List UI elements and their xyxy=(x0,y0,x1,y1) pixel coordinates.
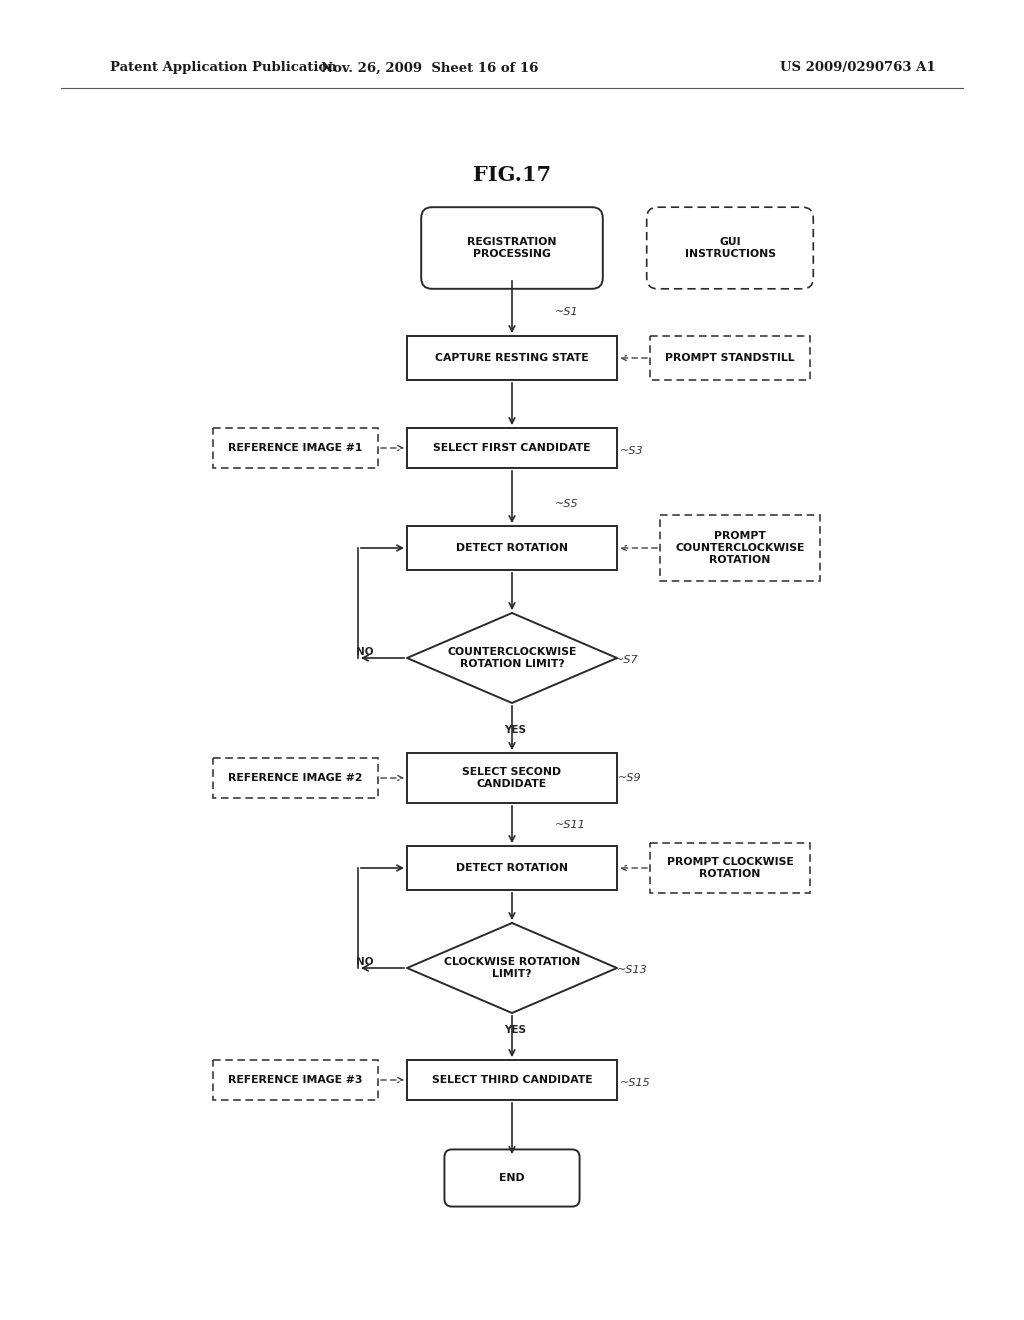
Text: SELECT SECOND
CANDIDATE: SELECT SECOND CANDIDATE xyxy=(463,767,561,789)
Text: ~S13: ~S13 xyxy=(617,965,648,975)
Text: CLOCKWISE ROTATION
LIMIT?: CLOCKWISE ROTATION LIMIT? xyxy=(443,957,581,979)
Text: ~S11: ~S11 xyxy=(555,820,586,830)
Bar xyxy=(407,752,617,803)
Bar xyxy=(213,1060,378,1100)
Text: ~S3: ~S3 xyxy=(620,446,644,455)
Text: COUNTERCLOCKWISE
ROTATION LIMIT?: COUNTERCLOCKWISE ROTATION LIMIT? xyxy=(447,647,577,669)
Text: ~S15: ~S15 xyxy=(620,1078,650,1088)
Text: YES: YES xyxy=(504,1026,526,1035)
Bar xyxy=(407,525,617,570)
Text: CAPTURE RESTING STATE: CAPTURE RESTING STATE xyxy=(435,352,589,363)
Text: Nov. 26, 2009  Sheet 16 of 16: Nov. 26, 2009 Sheet 16 of 16 xyxy=(322,62,539,74)
Bar xyxy=(660,515,820,581)
Text: SELECT FIRST CANDIDATE: SELECT FIRST CANDIDATE xyxy=(433,444,591,453)
Text: ~S7: ~S7 xyxy=(615,655,639,665)
Text: DETECT ROTATION: DETECT ROTATION xyxy=(456,863,568,873)
Bar xyxy=(407,428,617,469)
Text: US 2009/0290763 A1: US 2009/0290763 A1 xyxy=(780,62,936,74)
Text: PROMPT STANDSTILL: PROMPT STANDSTILL xyxy=(666,352,795,363)
Bar xyxy=(650,843,810,894)
Bar xyxy=(407,846,617,890)
Text: REFERENCE IMAGE #3: REFERENCE IMAGE #3 xyxy=(227,1074,362,1085)
Text: REFERENCE IMAGE #1: REFERENCE IMAGE #1 xyxy=(227,444,362,453)
Text: END: END xyxy=(499,1173,525,1183)
Text: FIG.17: FIG.17 xyxy=(473,165,551,185)
Text: REFERENCE IMAGE #2: REFERENCE IMAGE #2 xyxy=(227,774,362,783)
FancyBboxPatch shape xyxy=(444,1150,580,1206)
Text: PROMPT CLOCKWISE
ROTATION: PROMPT CLOCKWISE ROTATION xyxy=(667,857,794,879)
Text: YES: YES xyxy=(504,725,526,735)
Text: DETECT ROTATION: DETECT ROTATION xyxy=(456,543,568,553)
Text: ~S5: ~S5 xyxy=(555,499,579,510)
FancyBboxPatch shape xyxy=(421,207,603,289)
Bar xyxy=(407,1060,617,1100)
Text: ~S9: ~S9 xyxy=(618,774,642,783)
Bar xyxy=(650,337,810,380)
Text: REGISTRATION
PROCESSING: REGISTRATION PROCESSING xyxy=(467,238,557,259)
Text: SELECT THIRD CANDIDATE: SELECT THIRD CANDIDATE xyxy=(432,1074,592,1085)
FancyBboxPatch shape xyxy=(647,207,813,289)
Text: PROMPT
COUNTERCLOCKWISE
ROTATION: PROMPT COUNTERCLOCKWISE ROTATION xyxy=(675,532,805,565)
Bar xyxy=(213,758,378,799)
Text: ~S1: ~S1 xyxy=(555,308,579,317)
Text: Patent Application Publication: Patent Application Publication xyxy=(110,62,337,74)
Text: NO: NO xyxy=(356,957,374,968)
Bar xyxy=(213,428,378,469)
Text: NO: NO xyxy=(356,647,374,657)
Bar xyxy=(407,337,617,380)
Text: GUI
INSTRUCTIONS: GUI INSTRUCTIONS xyxy=(684,238,775,259)
